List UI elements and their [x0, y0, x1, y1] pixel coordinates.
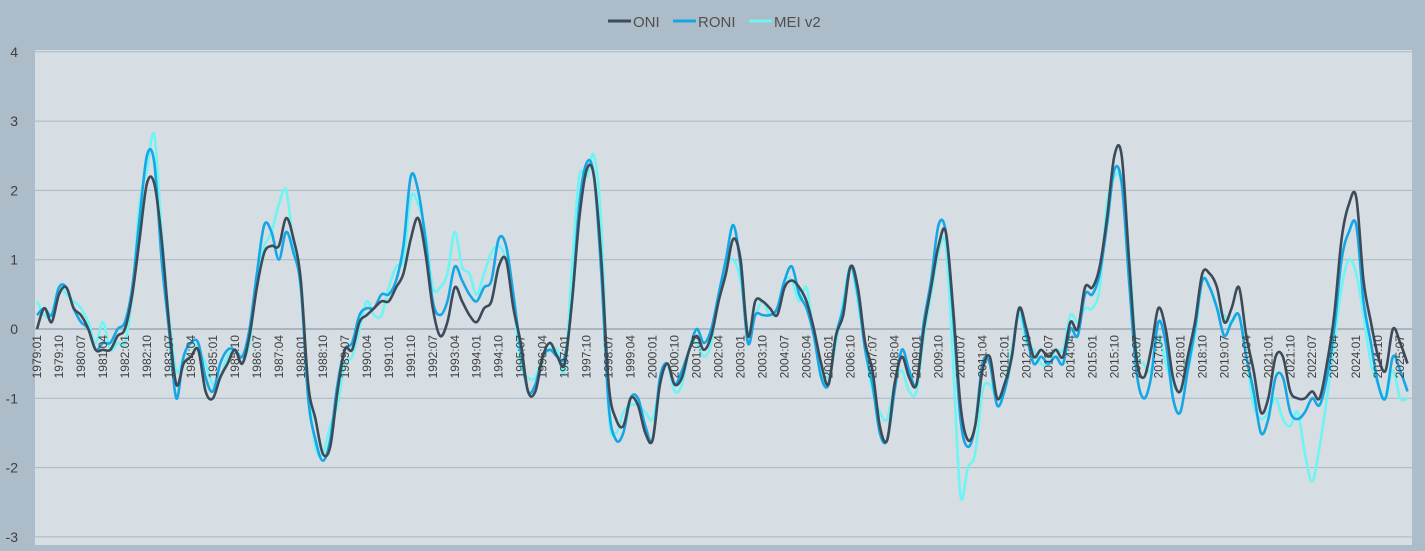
legend-item-mei-v2: MEI v2 [749, 14, 821, 31]
x-tick-label: 1997:10 [580, 335, 594, 379]
x-tick-label: 2015:01 [1085, 335, 1099, 379]
y-tick-label: -2 [6, 460, 19, 476]
x-tick-label: 2024:10 [1371, 335, 1385, 379]
legend-item-roni: RONI [673, 14, 736, 31]
x-tick-label: 2017:04 [1151, 335, 1165, 379]
legend-label: ONI [633, 14, 660, 31]
x-axis: 1979:01 1979:10 1980:07 1981:04 1982:01 1982:… [30, 335, 1407, 379]
x-tick-label: 2021:01 [1261, 335, 1275, 379]
gridlines [35, 51, 1412, 538]
y-tick-label: 1 [10, 252, 18, 268]
x-tick-label: 2006:10 [844, 335, 858, 379]
legend: ONI RONI MEI v2 [608, 14, 821, 31]
x-tick-label: 2003:10 [756, 335, 770, 379]
plot-area [35, 50, 1412, 545]
x-tick-label: 2002:04 [712, 335, 726, 379]
series-line-roni [36, 147, 1409, 462]
legend-label: RONI [698, 14, 736, 31]
x-tick-label: 1993:04 [448, 335, 462, 379]
x-tick-label: 2021:10 [1283, 335, 1297, 379]
x-tick-label: 2003:01 [734, 335, 748, 379]
series-line-oni [35, 144, 1409, 458]
y-tick-label: -1 [6, 390, 19, 406]
x-tick-label: 1998:07 [602, 335, 616, 379]
x-tick-label: 2025:07 [1393, 335, 1407, 379]
x-tick-label: 1999:04 [624, 335, 638, 379]
x-tick-label: 1990:04 [360, 335, 374, 379]
x-tick-label: 2007:07 [866, 335, 880, 379]
x-tick-label: 1994:01 [470, 335, 484, 379]
x-tick-label: 2012:10 [1019, 335, 1033, 379]
x-tick-label: 2008:04 [888, 335, 902, 379]
y-tick-label: -3 [6, 529, 19, 545]
y-tick-label: 4 [10, 44, 18, 60]
x-tick-label: 1985:10 [228, 335, 242, 379]
x-tick-label: 2004:07 [778, 335, 792, 379]
x-tick-label: 2015:10 [1107, 335, 1121, 379]
x-tick-label: 2009:01 [910, 335, 924, 379]
x-tick-label: 1997:01 [558, 335, 572, 379]
x-tick-label: 2006:01 [822, 335, 836, 379]
x-tick-label: 2000:10 [668, 335, 682, 379]
x-tick-label: 1996:04 [536, 335, 550, 379]
x-tick-label: 1980:07 [74, 335, 88, 379]
x-tick-label: 1988:10 [316, 335, 330, 379]
x-tick-label: 1982:01 [118, 335, 132, 379]
x-tick-label: 1983:07 [162, 335, 176, 379]
y-tick-label: 2 [10, 182, 18, 198]
x-tick-label: 2014:04 [1063, 335, 1077, 379]
x-tick-label: 1979:10 [52, 335, 66, 379]
legend-label: MEI v2 [774, 14, 821, 31]
x-tick-label: 2001:07 [690, 335, 704, 379]
x-tick-label: 2020:04 [1239, 335, 1253, 379]
series-lines [35, 131, 1409, 501]
x-tick-label: 1995:07 [514, 335, 528, 379]
y-tick-label: 3 [10, 113, 18, 129]
x-tick-label: 1988:01 [294, 335, 308, 379]
x-tick-label: 2018:10 [1195, 335, 1209, 379]
x-tick-label: 2012:01 [997, 335, 1011, 379]
x-tick-label: 1989:07 [338, 335, 352, 379]
x-tick-label: 1986:07 [250, 335, 264, 379]
x-tick-label: 2022:07 [1305, 335, 1319, 379]
x-tick-label: 2009:10 [932, 335, 946, 379]
x-tick-label: 1991:10 [404, 335, 418, 379]
x-tick-label: 2005:04 [800, 335, 814, 379]
x-tick-label: 1991:01 [382, 335, 396, 379]
x-tick-label: 2018:01 [1173, 335, 1187, 379]
x-tick-label: 2016:07 [1129, 335, 1143, 379]
x-tick-label: 1992:07 [426, 335, 440, 379]
x-tick-label: 2011:04 [975, 335, 989, 378]
legend-item-oni: ONI [608, 14, 660, 31]
x-tick-label: 2013:07 [1041, 335, 1055, 379]
x-tick-label: 2000:01 [646, 335, 660, 379]
x-tick-label: 2019:07 [1217, 335, 1231, 379]
x-tick-label: 1979:01 [30, 335, 44, 379]
x-tick-label: 1987:04 [272, 335, 286, 379]
x-tick-label: 1981:04 [96, 335, 110, 379]
y-tick-label: 0 [10, 321, 18, 337]
x-tick-label: 1994:10 [492, 335, 506, 379]
x-tick-label: 2010:07 [954, 335, 968, 379]
x-tick-label: 2023:04 [1327, 335, 1341, 379]
x-tick-label: 1984:04 [184, 335, 198, 379]
x-tick-label: 1985:01 [206, 335, 220, 379]
x-tick-label: 2024:01 [1349, 335, 1363, 379]
x-tick-label: 1982:10 [140, 335, 154, 379]
y-axis: -3 -2 -1 0 1 2 3 4 [6, 44, 19, 545]
